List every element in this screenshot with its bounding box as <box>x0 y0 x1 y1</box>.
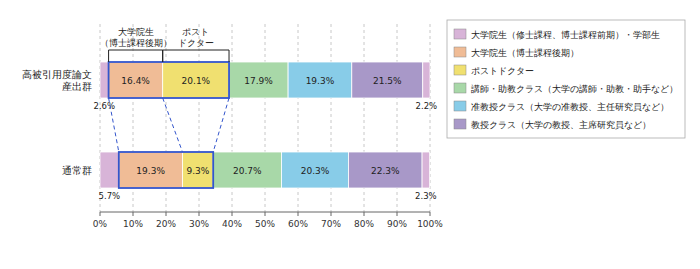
category-label: 通常群 <box>62 165 92 176</box>
tick-label: 30% <box>189 219 209 229</box>
bar-segment <box>213 152 281 188</box>
bar-segment <box>229 62 288 98</box>
tick-label: 20% <box>156 219 176 229</box>
connector <box>163 98 183 152</box>
legend-swatch <box>454 29 466 39</box>
tick-mark <box>331 212 332 216</box>
bar-segment <box>422 152 430 188</box>
legend-frame <box>447 20 685 138</box>
legend-label: 講師・助教クラス（大学の講師・助教・助手など） <box>471 84 678 94</box>
legend-swatch <box>454 47 466 57</box>
text-line: 通常群 <box>62 165 92 176</box>
legend-swatch <box>454 83 466 93</box>
data-label: 22.3% <box>371 166 400 176</box>
data-label: 20.3% <box>301 166 330 176</box>
tick-label: 80% <box>354 219 374 229</box>
text-line: （博士課程後期） <box>100 38 172 48</box>
highlight-box <box>119 152 213 188</box>
data-label: 20.7% <box>233 166 262 176</box>
text-line: 大学院生 <box>118 27 154 37</box>
data-label: 5.7% <box>99 191 121 201</box>
tick-mark <box>133 212 134 216</box>
bar-segment <box>183 152 214 188</box>
bar-segment <box>352 62 423 98</box>
data-label: 2.2% <box>416 101 438 111</box>
tick-label: 40% <box>222 219 242 229</box>
grid <box>100 24 430 212</box>
x-axis: 0% 10% 20% 30% 40% 50% 60% 70% 80% 90% 100% <box>93 212 443 229</box>
bar-segment <box>163 62 229 98</box>
data-label: 17.9% <box>244 76 273 86</box>
legend-label: 教授クラス（大学の教授、主席研究員など） <box>471 120 651 130</box>
connector <box>213 98 229 152</box>
chart: 2.6% 16.4% 20.1% 17.9% 19.3% 21.5% 2.2% 5.7% 19.… <box>0 0 700 269</box>
bar-segment <box>109 62 163 98</box>
bracket <box>109 50 163 62</box>
tick-label: 70% <box>321 219 341 229</box>
bar-segment <box>348 152 422 188</box>
bar-segment <box>288 62 352 98</box>
data-label: 16.4% <box>121 76 150 86</box>
legend-label: 大学院生（博士課程後期） <box>471 48 579 58</box>
data-label: 2.6% <box>93 101 115 111</box>
tick-mark <box>430 212 431 216</box>
data-label: 19.3% <box>306 76 335 86</box>
text-line: 産出群 <box>62 81 92 92</box>
tick-mark <box>265 212 266 216</box>
legend: 大学院生（修士課程、博士課程前期）・学部生大学院生（博士課程後期） ポストドクター… <box>447 20 685 138</box>
tick-mark <box>298 212 299 216</box>
legend-label: 准教授クラス（大学の准教授、主任研究員など） <box>471 102 669 112</box>
tick-label: 100% <box>417 219 443 229</box>
tick-label: 0% <box>93 219 108 229</box>
text-line: 高被引用度論文 <box>22 69 92 80</box>
data-label: 9.3% <box>186 166 209 176</box>
legend-label: 大学院生（修士課程、博士課程前期）・学部生 <box>471 30 660 40</box>
tick-label: 10% <box>123 219 143 229</box>
legend-swatch <box>454 101 466 111</box>
data-labels: 2.6% 16.4% 20.1% 17.9% 19.3% 21.5% 2.2% 5.7% 19.… <box>93 76 437 202</box>
highlight-box <box>109 62 229 98</box>
annotations: 大学院生（博士課程後期） ポストドクター <box>100 27 229 188</box>
connector <box>109 98 119 152</box>
tick-label: 50% <box>255 219 275 229</box>
data-label: 20.1% <box>182 76 211 86</box>
bracket <box>163 50 229 62</box>
bar-segment <box>119 152 183 188</box>
y-axis: 高被引用度論文産出群通常群 <box>22 69 92 176</box>
data-label: 21.5% <box>373 76 402 86</box>
text-line: ポスト <box>182 27 209 37</box>
bars <box>100 62 430 188</box>
legend-label: ポストドクター <box>471 66 534 76</box>
bar-segment <box>100 62 109 98</box>
tick-mark <box>166 212 167 216</box>
annotation-text: ポストドクター <box>178 27 214 48</box>
data-label: 2.3% <box>415 191 437 201</box>
annotation-text: 大学院生（博士課程後期） <box>100 27 172 48</box>
legend-swatch <box>454 119 466 129</box>
tick-label: 60% <box>288 219 308 229</box>
tick-label: 90% <box>387 219 407 229</box>
category-label: 高被引用度論文産出群 <box>22 69 92 92</box>
tick-mark <box>199 212 200 216</box>
tick-mark <box>100 212 101 216</box>
bar-segment <box>100 152 119 188</box>
data-label: 19.3% <box>136 166 165 176</box>
bar-segment <box>423 62 430 98</box>
bar-segment <box>282 152 349 188</box>
legend-swatch <box>454 65 466 75</box>
tick-mark <box>397 212 398 216</box>
text-line: ドクター <box>178 38 214 48</box>
tick-mark <box>232 212 233 216</box>
tick-mark <box>364 212 365 216</box>
